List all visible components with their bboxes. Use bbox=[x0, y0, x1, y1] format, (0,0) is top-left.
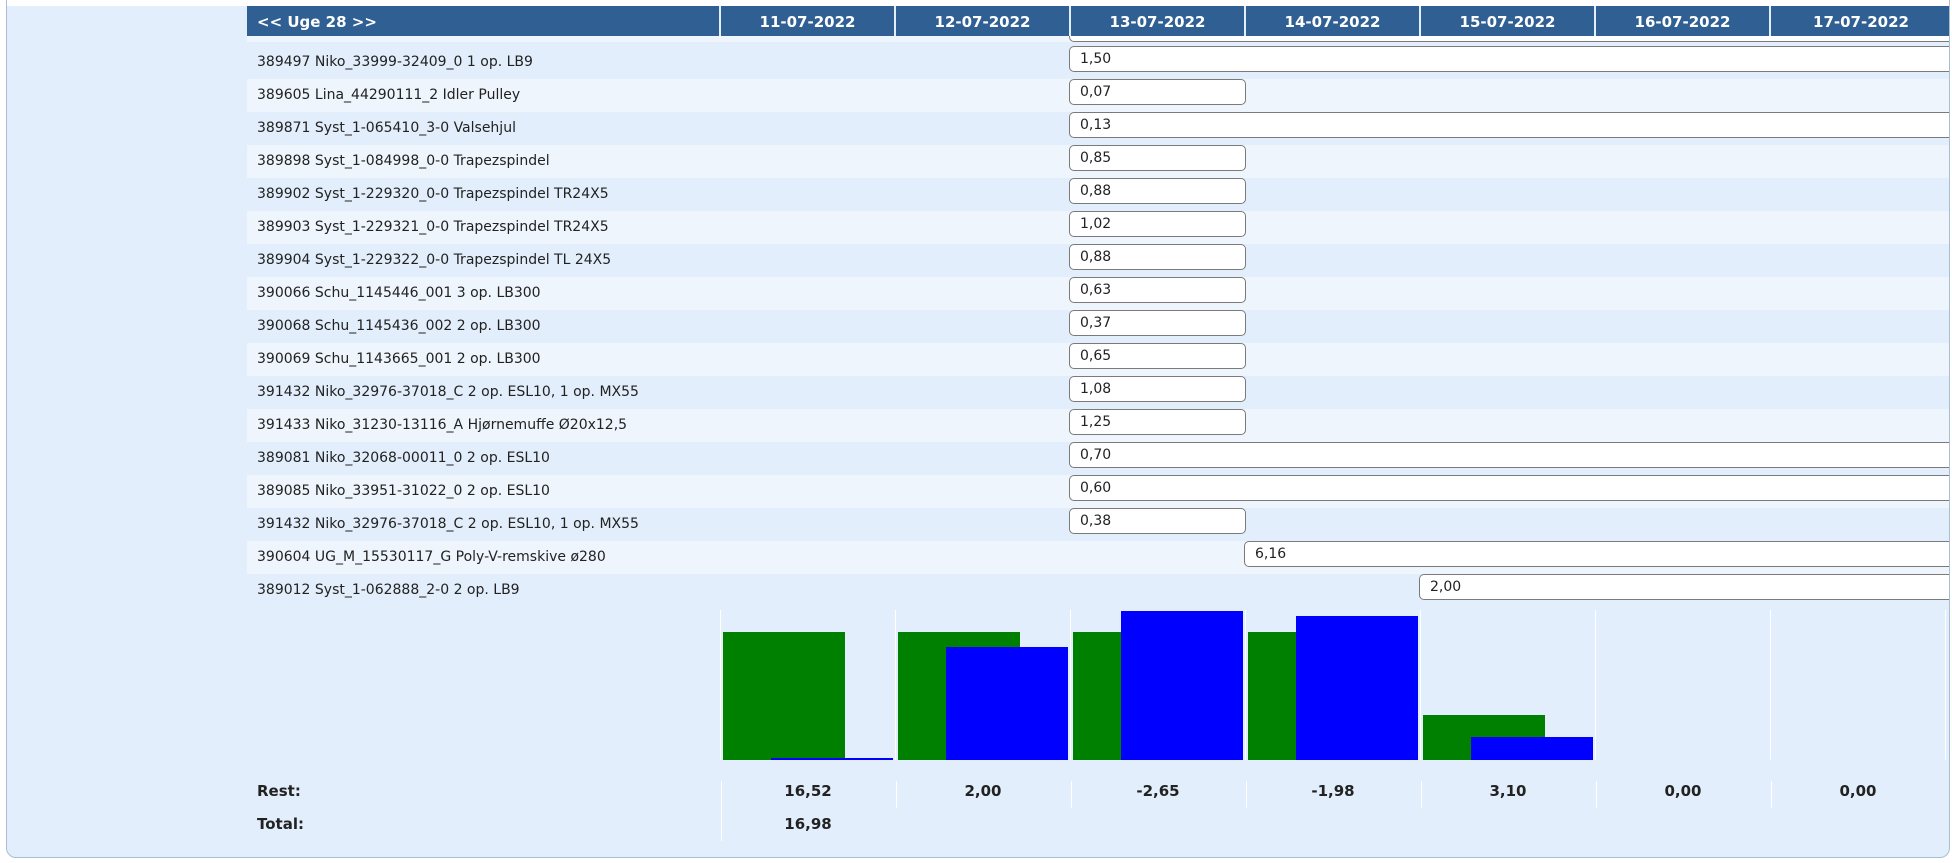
rest-value: 2,00 bbox=[964, 782, 1002, 800]
task-row: 389871 Syst_1-065410_3-0 Valsehjul 0,13 bbox=[247, 112, 1949, 145]
day-header: 13-07-2022 bbox=[1071, 6, 1246, 39]
task-hours-box[interactable]: 0,37 bbox=[1069, 310, 1246, 336]
day-header: 11-07-2022 bbox=[721, 6, 896, 39]
task-label: 389903 Syst_1-229321_0-0 Trapezspindel T… bbox=[257, 219, 609, 235]
rest-label: Rest: bbox=[257, 782, 301, 800]
chart-bar bbox=[723, 632, 845, 760]
chart-column-separator bbox=[1420, 610, 1421, 760]
task-row: 389903 Syst_1-229321_0-0 Trapezspindel T… bbox=[247, 211, 1949, 244]
task-hours-box[interactable]: 0,88 bbox=[1069, 178, 1246, 204]
task-hours-box[interactable]: 0,88 bbox=[1069, 244, 1246, 270]
task-row: 389904 Syst_1-229322_0-0 Trapezspindel T… bbox=[247, 244, 1949, 277]
task-label: 389081 Niko_32068-00011_0 2 op. ESL10 bbox=[257, 450, 550, 466]
task-label: 389085 Niko_33951-31022_0 2 op. ESL10 bbox=[257, 483, 550, 499]
task-row: 391433 Niko_31230-13116_A Hjørnemuffe Ø2… bbox=[247, 409, 1949, 442]
day-header: 17-07-2022 bbox=[1771, 6, 1949, 39]
task-hours-box[interactable]: 0,07 bbox=[1069, 79, 1246, 105]
day-header: 15-07-2022 bbox=[1421, 6, 1596, 39]
task-hours-box[interactable]: 0,60 bbox=[1069, 475, 1949, 501]
task-label: 390604 UG_M_15530117_G Poly-V-remskive ø… bbox=[257, 549, 606, 565]
task-hours-box[interactable]: 6,16 bbox=[1244, 541, 1949, 567]
chart-column-separator bbox=[1770, 610, 1771, 760]
task-label: 389605 Lina_44290111_2 Idler Pulley bbox=[257, 87, 521, 103]
rest-value: -2,65 bbox=[1136, 782, 1180, 800]
task-hours-box[interactable]: 0,70 bbox=[1069, 442, 1949, 468]
task-hours-box[interactable]: 0,38 bbox=[1069, 508, 1246, 534]
chart-bar bbox=[771, 758, 893, 760]
chart-column-separator bbox=[1945, 610, 1946, 760]
task-row: 390068 Schu_1145436_002 2 op. LB300 0,37 bbox=[247, 310, 1949, 343]
chart-column-separator bbox=[895, 610, 896, 760]
chart-column-separator bbox=[1245, 610, 1246, 760]
task-row: 389902 Syst_1-229320_0-0 Trapezspindel T… bbox=[247, 178, 1949, 211]
total-value: 16,98 bbox=[784, 815, 832, 833]
scrolled-row-box bbox=[1069, 36, 1949, 42]
task-label: 389012 Syst_1-062888_2-0 2 op. LB9 bbox=[257, 582, 520, 598]
task-row: 391432 Niko_32976-37018_C 2 op. ESL10, 1… bbox=[247, 508, 1949, 541]
rest-value: 3,10 bbox=[1489, 782, 1527, 800]
chart-bar bbox=[946, 647, 1068, 760]
chart-bar bbox=[1471, 737, 1593, 760]
rest-value: 16,52 bbox=[784, 782, 832, 800]
task-row: 390604 UG_M_15530117_G Poly-V-remskive ø… bbox=[247, 541, 1949, 574]
chart-bar bbox=[1121, 611, 1243, 760]
day-header: 14-07-2022 bbox=[1246, 6, 1421, 39]
task-row: 389012 Syst_1-062888_2-0 2 op. LB9 2,00 bbox=[247, 574, 1949, 607]
task-hours-box[interactable]: 1,02 bbox=[1069, 211, 1246, 237]
chart-bar bbox=[1296, 616, 1418, 760]
planning-panel: << Uge 28 >> 11-07-2022 12-07-2022 13-07… bbox=[6, 0, 1950, 858]
task-label: 389497 Niko_33999-32409_0 1 op. LB9 bbox=[257, 54, 533, 70]
rest-row: Rest: 16,52 2,00 -2,65 -1,98 3,10 0,00 0… bbox=[247, 775, 1949, 808]
task-label: 389898 Syst_1-084998_0-0 Trapezspindel bbox=[257, 153, 550, 169]
task-label: 390068 Schu_1145436_002 2 op. LB300 bbox=[257, 318, 541, 334]
task-row: 391432 Niko_32976-37018_C 2 op. ESL10, 1… bbox=[247, 376, 1949, 409]
chart-column-separator bbox=[720, 610, 721, 760]
task-row: 389081 Niko_32068-00011_0 2 op. ESL10 0,… bbox=[247, 442, 1949, 475]
rest-value: 0,00 bbox=[1839, 782, 1877, 800]
task-row: 390069 Schu_1143665_001 2 op. LB300 0,65 bbox=[247, 343, 1949, 376]
task-hours-box[interactable]: 0,13 bbox=[1069, 112, 1949, 138]
day-header: 16-07-2022 bbox=[1596, 6, 1771, 39]
task-label: 391432 Niko_32976-37018_C 2 op. ESL10, 1… bbox=[257, 384, 639, 400]
task-hours-box[interactable]: 1,25 bbox=[1069, 409, 1246, 435]
rest-value: -1,98 bbox=[1311, 782, 1355, 800]
task-hours-box[interactable]: 0,63 bbox=[1069, 277, 1246, 303]
task-row: 390066 Schu_1145446_001 3 op. LB300 0,63 bbox=[247, 277, 1949, 310]
task-hours-box[interactable]: 2,00 bbox=[1419, 574, 1949, 600]
task-hours-box[interactable]: 0,85 bbox=[1069, 145, 1246, 171]
rest-value: 0,00 bbox=[1664, 782, 1702, 800]
task-row: 389605 Lina_44290111_2 Idler Pulley 0,07 bbox=[247, 79, 1949, 112]
chart-column-separator bbox=[1595, 610, 1596, 760]
task-hours-box[interactable]: 1,50 bbox=[1069, 46, 1949, 72]
task-label: 390069 Schu_1143665_001 2 op. LB300 bbox=[257, 351, 541, 367]
total-row: Total: 16,98 bbox=[247, 808, 1949, 841]
chart-column-separator bbox=[1070, 610, 1071, 760]
task-hours-box[interactable]: 1,08 bbox=[1069, 376, 1246, 402]
task-label: 391432 Niko_32976-37018_C 2 op. ESL10, 1… bbox=[257, 516, 639, 532]
task-row: 389898 Syst_1-084998_0-0 Trapezspindel 0… bbox=[247, 145, 1949, 178]
task-label: 390066 Schu_1145446_001 3 op. LB300 bbox=[257, 285, 541, 301]
task-label: 391433 Niko_31230-13116_A Hjørnemuffe Ø2… bbox=[257, 417, 628, 433]
capacity-chart bbox=[247, 610, 1949, 765]
task-row: 389085 Niko_33951-31022_0 2 op. ESL10 0,… bbox=[247, 475, 1949, 508]
task-hours-box[interactable]: 0,65 bbox=[1069, 343, 1246, 369]
week-nav[interactable]: << Uge 28 >> bbox=[247, 6, 721, 39]
task-label: 389871 Syst_1-065410_3-0 Valsehjul bbox=[257, 120, 516, 136]
day-header: 12-07-2022 bbox=[896, 6, 1071, 39]
task-row: 389497 Niko_33999-32409_0 1 op. LB9 1,50 bbox=[247, 46, 1949, 79]
task-label: 389904 Syst_1-229322_0-0 Trapezspindel T… bbox=[257, 252, 612, 268]
total-label: Total: bbox=[257, 815, 304, 833]
task-label: 389902 Syst_1-229320_0-0 Trapezspindel T… bbox=[257, 186, 609, 202]
